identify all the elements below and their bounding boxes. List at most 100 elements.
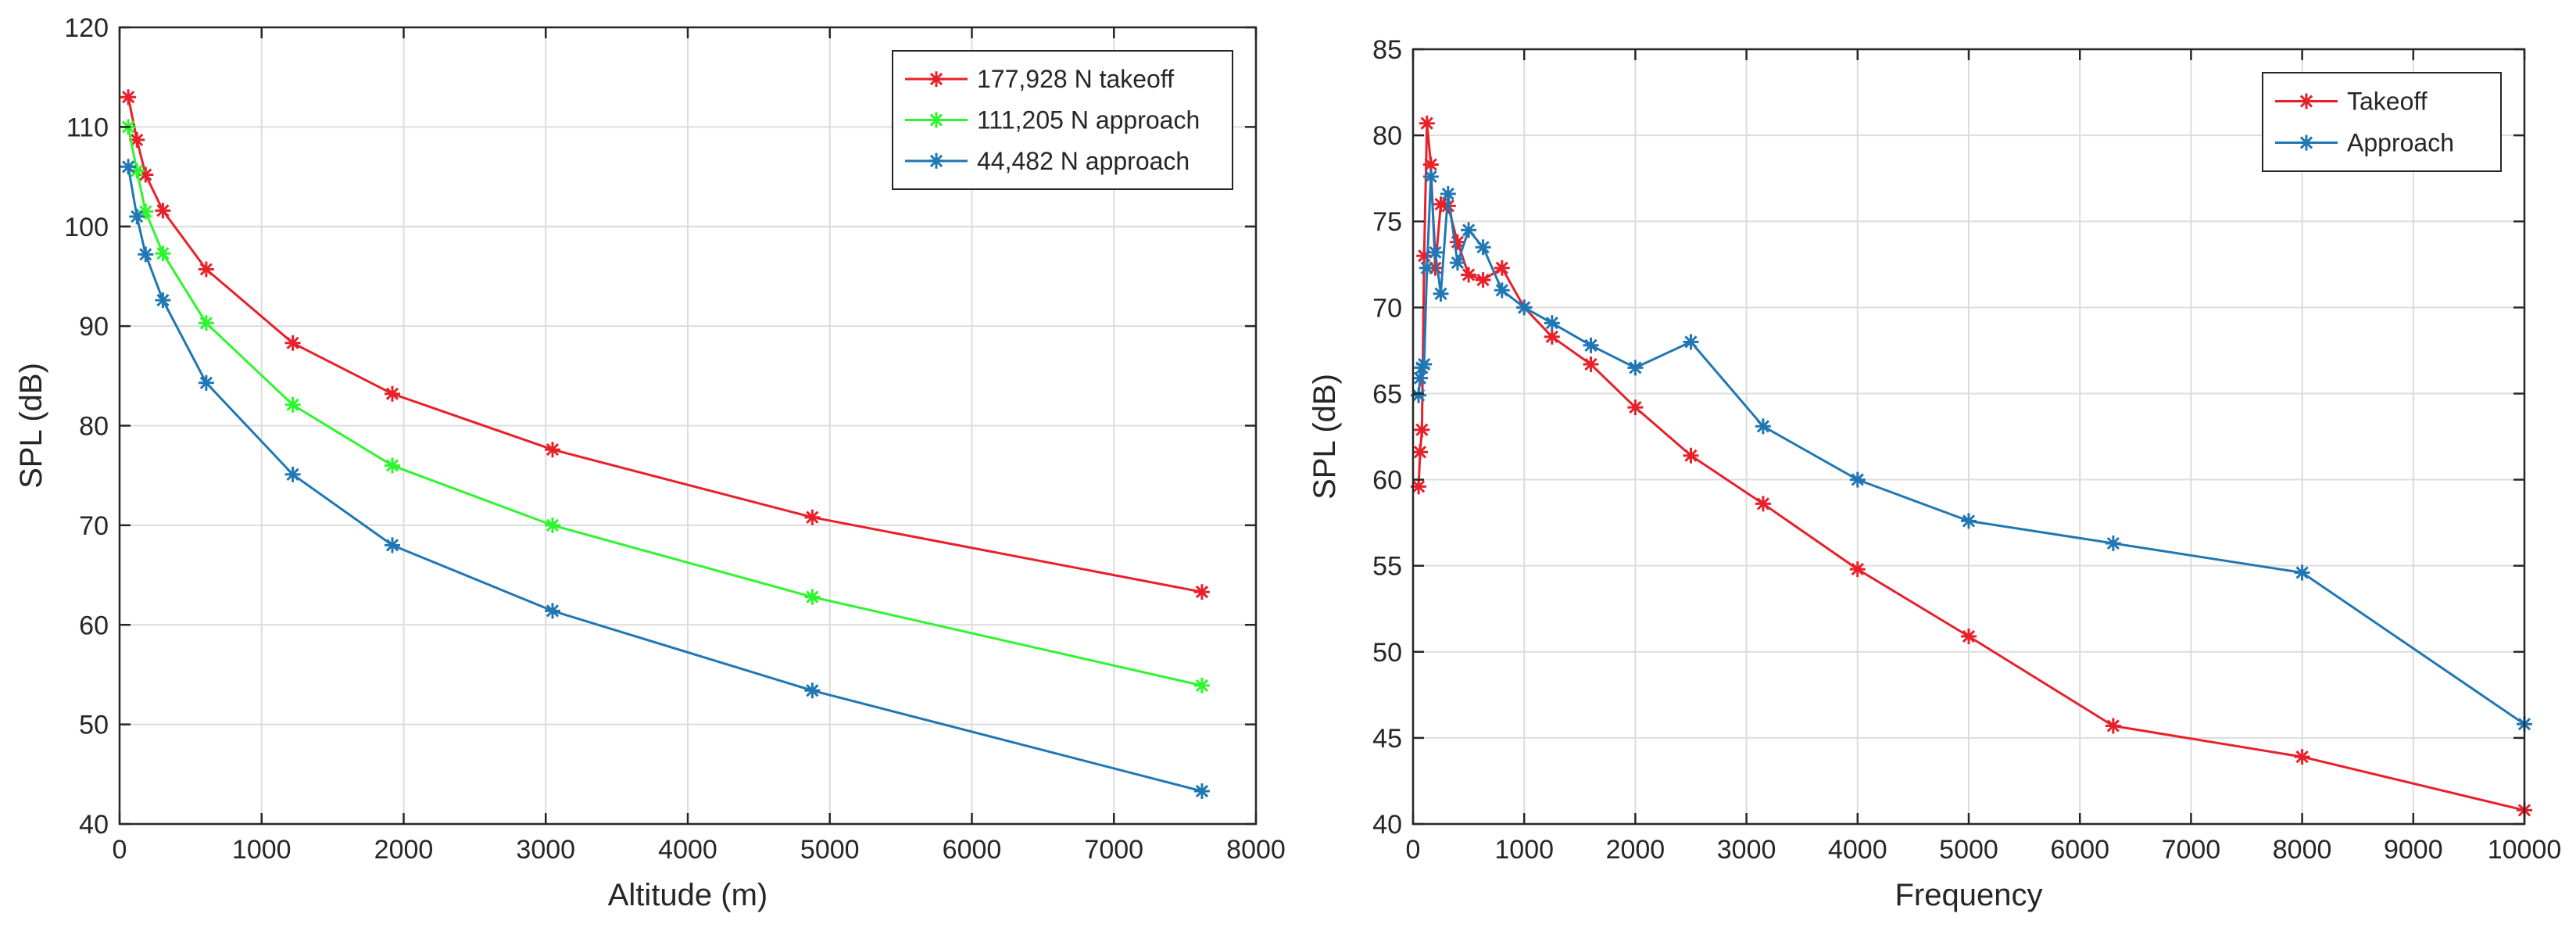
data-point-shape [545, 603, 560, 619]
data-point-shape [1449, 234, 1465, 250]
y-tick-label: 80 [79, 412, 109, 442]
data-point-shape [1412, 370, 1428, 386]
data-point-shape [1193, 783, 1210, 799]
y-tick-label: 65 [1372, 379, 1402, 409]
data-point-shape [1627, 399, 1644, 416]
data-point-shape [1494, 282, 1510, 299]
y-tick-label: 55 [1372, 552, 1402, 582]
data-point [1755, 418, 1771, 435]
data-point-shape [385, 385, 400, 402]
legend-label: 44,482 N approach [977, 147, 1190, 175]
y-tick-label: 40 [1372, 810, 1402, 840]
data-point [1683, 334, 1699, 350]
data-point [1627, 399, 1644, 416]
data-point [284, 396, 301, 413]
data-point [120, 89, 137, 106]
x-tick-label: 8000 [1226, 835, 1286, 865]
data-point [1193, 584, 1210, 600]
data-point [1583, 337, 1599, 353]
y-tick-label: 70 [1372, 293, 1402, 323]
data-point [1419, 115, 1435, 131]
legend-label: 177,928 N takeoff [977, 65, 1174, 93]
data-point [120, 159, 137, 175]
ticks: 0 1000 2000 3000 4000 5000 6000 7000 8000 9000 100… [1372, 35, 2561, 865]
data-point [1961, 629, 1977, 644]
series-3 [120, 159, 1210, 799]
legend-entry-2: Approach [2275, 129, 2454, 157]
data-point [1494, 260, 1510, 276]
y-axis-label: SPL (dB) [1308, 374, 1342, 500]
data-point [2105, 718, 2121, 734]
y-tick-label: 50 [79, 711, 109, 740]
x-tick-label: 7000 [2162, 835, 2221, 865]
data-point-shape [129, 209, 145, 224]
data-point [129, 163, 145, 179]
data-point-shape [1449, 255, 1465, 271]
data-point-shape [1461, 267, 1477, 283]
data-point-shape [1475, 272, 1491, 288]
data-point-shape [284, 466, 301, 482]
data-point-shape [1755, 418, 1771, 435]
data-point-shape [155, 202, 171, 219]
data-point-shape [120, 89, 137, 106]
data-point-shape [1419, 115, 1435, 131]
data-point-shape [1475, 239, 1491, 256]
data-point [1475, 272, 1491, 288]
data-point [284, 335, 301, 351]
x-axis-label: Frequency [1895, 878, 2043, 912]
gridlines [120, 27, 1256, 824]
data-point-shape [1544, 328, 1560, 345]
legend-swatch-marker [2299, 134, 2314, 151]
data-point [198, 374, 214, 391]
data-point-shape [1427, 244, 1444, 260]
data-point-shape [1416, 248, 1433, 264]
data-point [1583, 356, 1599, 372]
data-point [1849, 561, 1866, 578]
data-point [1544, 328, 1560, 345]
data-point [2105, 536, 2121, 551]
legend-box [2262, 72, 2502, 172]
data-point-shape [1583, 356, 1599, 372]
data-point-shape [804, 682, 821, 699]
data-point-shape [2294, 564, 2310, 581]
data-point-shape [1961, 629, 1977, 644]
legend: 177,928 N takeoff 111,205 N approach 44,48… [892, 50, 1233, 190]
data-point [545, 442, 560, 458]
legend-entry-2: 111,205 N approach [905, 106, 1200, 134]
data-point [1416, 248, 1433, 264]
y-tick-label: 110 [66, 113, 109, 142]
data-point-shape [545, 517, 560, 533]
gridlines [1413, 49, 2524, 824]
y-tick-label: 120 [64, 13, 109, 43]
x-tick-label: 1000 [232, 835, 292, 865]
data-point-shape [1422, 156, 1439, 173]
data-point-shape [138, 246, 154, 263]
legend-label: 111,205 N approach [977, 106, 1200, 134]
data-point-shape [155, 292, 171, 308]
x-tick-label: 3000 [1717, 835, 1776, 865]
data-point-shape [2105, 718, 2121, 734]
data-point-shape [1683, 334, 1699, 350]
data-point [1475, 239, 1491, 256]
data-point [155, 292, 171, 308]
x-tick-label: 5000 [800, 835, 860, 865]
y-tick-label: 85 [1372, 35, 1402, 65]
data-point [198, 261, 214, 278]
data-point-shape [120, 159, 137, 175]
data-point-shape [1414, 421, 1430, 438]
data-point-shape [1544, 315, 1560, 331]
data-point [198, 315, 214, 331]
data-point [155, 245, 171, 262]
legend-label: Approach [2347, 129, 2454, 157]
y-tick-label: 90 [79, 312, 109, 342]
data-point [1961, 513, 1977, 529]
data-point-shape [385, 537, 400, 553]
y-tick-label: 40 [79, 810, 109, 840]
y-tick-label: 100 [64, 213, 109, 242]
ticks: 0 1000 2000 3000 4000 5000 6000 7000 8000 40 50 60 7… [64, 13, 1286, 865]
x-tick-label: 2000 [1606, 835, 1665, 865]
x-tick-label: 6000 [2050, 835, 2109, 865]
data-point-shape [1411, 478, 1427, 495]
data-point-shape [1412, 444, 1428, 460]
data-point-shape [1849, 561, 1866, 578]
